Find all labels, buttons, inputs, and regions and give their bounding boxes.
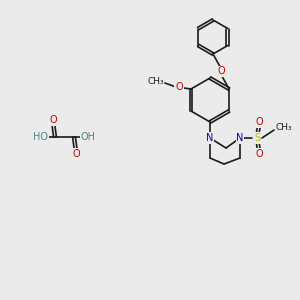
Text: O: O <box>72 149 80 159</box>
Text: OH: OH <box>80 132 95 142</box>
Text: O: O <box>175 82 183 92</box>
Text: O: O <box>255 117 263 127</box>
Text: O: O <box>255 149 263 159</box>
Text: CH₃: CH₃ <box>276 124 292 133</box>
Text: N: N <box>206 133 214 143</box>
Text: O: O <box>49 115 57 125</box>
Text: O: O <box>217 67 225 76</box>
Text: HO: HO <box>34 132 49 142</box>
Text: N: N <box>236 133 244 143</box>
Text: CH₃: CH₃ <box>147 77 164 86</box>
Text: S: S <box>254 133 260 143</box>
